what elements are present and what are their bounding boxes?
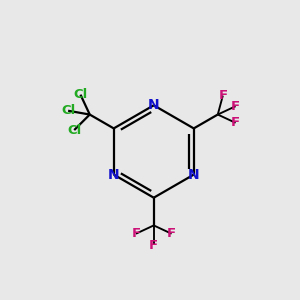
Text: Cl: Cl (67, 124, 81, 136)
Text: F: F (218, 89, 227, 102)
Text: N: N (108, 168, 120, 182)
Text: F: F (231, 116, 240, 129)
Text: F: F (131, 227, 140, 240)
Text: Cl: Cl (73, 88, 88, 101)
Text: F: F (231, 100, 240, 113)
Text: F: F (167, 227, 176, 240)
Text: Cl: Cl (61, 104, 75, 117)
Text: F: F (149, 238, 158, 252)
Text: N: N (148, 98, 160, 112)
Text: N: N (188, 168, 200, 182)
